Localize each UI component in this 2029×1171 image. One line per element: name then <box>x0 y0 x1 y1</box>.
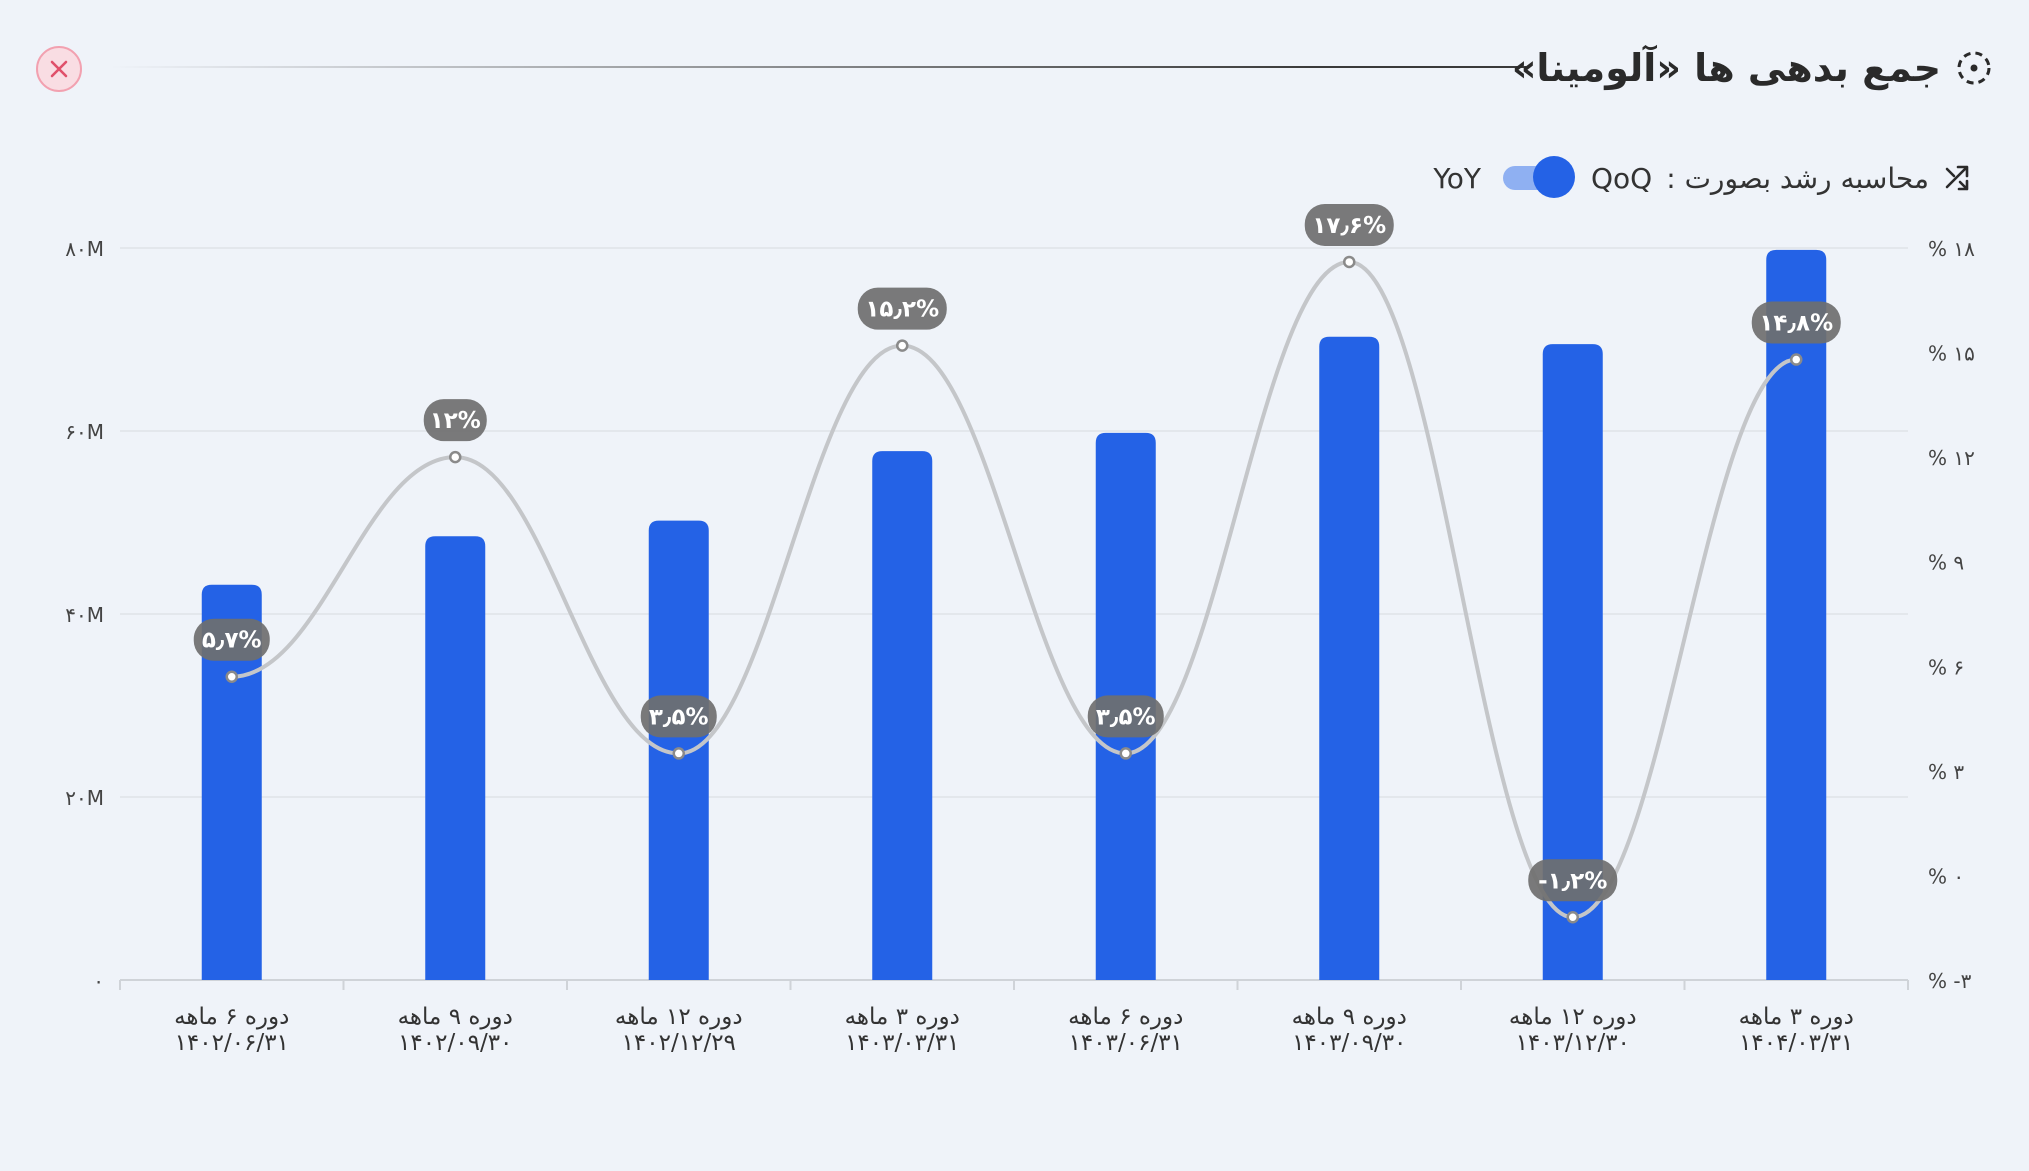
y-right-tick-label: % ۳ <box>1928 760 1964 784</box>
y-left-tick-label: ۴۰M <box>65 603 104 627</box>
y-right-tick-label: % ۰ <box>1928 864 1964 888</box>
data-label-bg <box>1528 859 1618 902</box>
data-label-bg <box>1087 695 1164 738</box>
y-left-tick-label: ۰ <box>93 969 104 993</box>
x-tick-label: ۱۴۰۲/۰۶/۳۱ <box>175 1030 289 1056</box>
growth-mode-label: محاسبه رشد بصورت : <box>1666 161 1929 195</box>
bar <box>425 536 486 980</box>
growth-point <box>1119 747 1132 760</box>
x-tick-label: ۱۴۰۲/۱۲/۲۹ <box>622 1030 736 1056</box>
x-tick-label: دوره ۹ ماهه <box>398 1004 513 1030</box>
growth-data-label: ۳٫۵% <box>640 695 717 738</box>
growth-point <box>1566 911 1579 924</box>
x-tick-label: دوره ۱۲ ماهه <box>615 1004 743 1030</box>
page-title: جمع بدهی ها «آلومینا» <box>1511 46 1941 90</box>
bar <box>1766 249 1827 980</box>
toggle-knob <box>1533 156 1576 198</box>
header-divider <box>110 66 1526 68</box>
y-right-tick-label: % ۱۲ <box>1928 446 1975 470</box>
shuffle-icon <box>1945 165 1969 191</box>
header: جمع بدهی ها «آلومینا» <box>1512 44 1993 92</box>
bar <box>201 584 262 980</box>
y-left-tick-label: ۶۰M <box>65 420 104 444</box>
x-tick-label: ۱۴۰۳/۱۲/۳۰ <box>1516 1030 1630 1056</box>
data-label-text: ۳٫۵% <box>1096 704 1156 730</box>
growth-data-label: ۱۵٫۲% <box>857 287 947 330</box>
growth-point <box>1343 255 1356 269</box>
x-tick-label: دوره ۹ ماهه <box>1292 1004 1407 1030</box>
growth-point <box>672 747 685 760</box>
growth-data-label: ۵٫۷% <box>193 618 270 661</box>
data-label-bg <box>1304 203 1394 246</box>
x-tick-label: ۱۴۰۳/۰۶/۳۱ <box>1069 1030 1183 1056</box>
growth-data-label: -۱٫۲% <box>1528 859 1618 902</box>
x-tick-label: ۱۴۰۳/۰۹/۳۰ <box>1292 1030 1406 1056</box>
data-label-text: -۱٫۲% <box>1538 868 1607 894</box>
growth-point <box>1790 353 1803 366</box>
x-tick-label: دوره ۶ ماهه <box>1068 1004 1183 1030</box>
data-label-text: ۵٫۷% <box>202 628 262 654</box>
close-icon <box>50 60 68 78</box>
growth-point <box>896 339 909 352</box>
data-label-bg <box>1751 301 1841 344</box>
growth-toggle-row: محاسبه رشد بصورت : QoQ YoY <box>1433 156 1973 200</box>
y-right-tick-label: % ۹ <box>1928 551 1964 575</box>
x-tick-label: ۱۴۰۴/۰۳/۳۱ <box>1739 1030 1853 1056</box>
y-right-tick-label: % ۶ <box>1928 655 1964 679</box>
data-label-text: ۱۷٫۶% <box>1312 213 1386 239</box>
growth-data-label: ۱۷٫۶% <box>1304 203 1394 246</box>
data-label-text: ۱۴٫۸% <box>1759 311 1833 337</box>
bar <box>1542 344 1603 980</box>
data-label-bg <box>640 695 717 738</box>
growth-line <box>231 259 1797 920</box>
growth-mode-toggle[interactable] <box>1501 156 1576 200</box>
toggle-option-qoq: QoQ <box>1591 161 1653 195</box>
toggle-option-yoy: YoY <box>1433 161 1482 195</box>
growth-data-label: ۱۲% <box>423 399 487 442</box>
data-label-bg <box>857 287 947 330</box>
growth-point <box>225 670 238 683</box>
growth-point <box>449 450 462 464</box>
bar <box>1319 336 1380 980</box>
data-label-text: ۱۲% <box>430 408 481 434</box>
y-left-tick-label: ۲۰M <box>65 786 104 810</box>
y-right-tick-label: % ۱۸ <box>1928 237 1975 261</box>
x-tick-label: دوره ۱۲ ماهه <box>1509 1004 1637 1030</box>
data-label-text: ۳٫۵% <box>649 704 709 730</box>
x-tick-label: دوره ۳ ماهه <box>845 1004 960 1030</box>
growth-data-label: ۳٫۵% <box>1087 695 1164 738</box>
y-right-tick-label: % ۱۵ <box>1928 342 1975 366</box>
growth-data-label: ۱۴٫۸% <box>1751 301 1841 344</box>
y-right-tick-label: % -۳ <box>1928 969 1972 993</box>
x-tick-label: ۱۴۰۳/۰۳/۳۱ <box>845 1030 959 1056</box>
x-tick-label: دوره ۳ ماهه <box>1739 1004 1854 1030</box>
bar <box>872 451 933 980</box>
data-label-text: ۱۵٫۲% <box>865 297 939 323</box>
close-button[interactable] <box>36 46 82 92</box>
data-label-bg <box>423 399 487 442</box>
x-tick-label: دوره ۶ ماهه <box>174 1004 289 1030</box>
y-left-tick-label: ۸۰M <box>65 237 104 261</box>
dashed-circle-icon <box>1957 51 1991 85</box>
data-label-bg <box>193 618 270 661</box>
x-tick-label: ۱۴۰۲/۰۹/۳۰ <box>398 1030 512 1056</box>
